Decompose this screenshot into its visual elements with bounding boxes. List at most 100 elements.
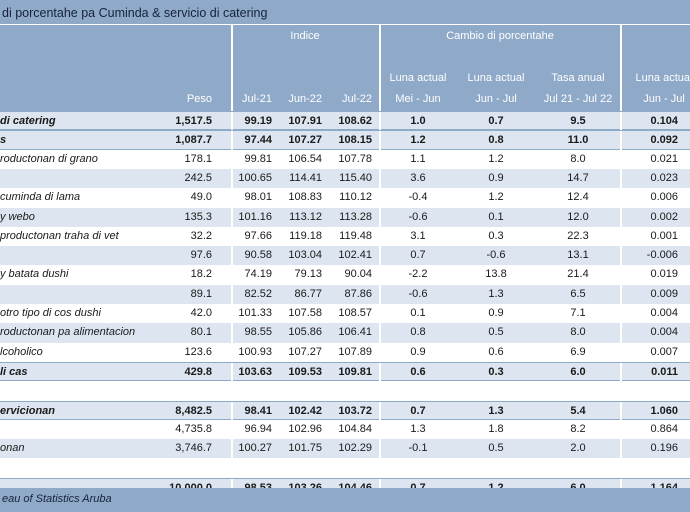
peso-cell: 135.3 (184, 210, 212, 223)
row-label: s (0, 134, 7, 147)
index-cell: 106.41 (338, 326, 372, 339)
column-separator (620, 419, 622, 440)
index-cell: 86.77 (294, 287, 322, 300)
change-cell: 13.1 (567, 249, 589, 262)
column-separator (620, 401, 622, 421)
column-separator (620, 188, 622, 208)
change-cell: 0.004 (650, 307, 678, 319)
index-cell: 119.18 (289, 229, 322, 242)
column-separator (620, 265, 622, 285)
row-label: onan (0, 442, 25, 455)
column-separator (379, 323, 381, 343)
column-separator (379, 381, 381, 401)
index-cell: 106.54 (288, 152, 322, 165)
change-cell: 0.7 (410, 249, 426, 262)
row-label: productonan traha di vet (0, 229, 119, 242)
column-separator (620, 458, 622, 478)
change-cell: 0.9 (410, 345, 426, 358)
change-cell: 0.8 (410, 326, 426, 339)
row-label: li cas (0, 365, 28, 378)
peso-cell: 97.6 (190, 249, 212, 262)
table-row: y webo 135.3 101.16 113.12 113.28 -0.6 0.1 12.0… (0, 207, 690, 227)
change-cell: 13.8 (485, 268, 507, 281)
change-header-top: Luna actual (389, 72, 447, 84)
row-label: y batata dushi (0, 268, 69, 281)
change-cell: 0.004 (650, 326, 678, 339)
change-cell: 1.2 (488, 191, 504, 204)
index-cell: 110.12 (339, 191, 372, 204)
change-cell: 0.7 (410, 404, 426, 417)
change-cell: -0.6 (408, 210, 428, 223)
index-cell: 102.96 (288, 422, 322, 435)
index-cell: 108.62 (338, 115, 372, 127)
column-separator (620, 304, 622, 324)
change-cell: 21.4 (567, 268, 589, 281)
change-cell: 8.0 (570, 326, 586, 339)
change-cell: 22.3 (567, 229, 589, 242)
indice-group-label: Indice (290, 30, 320, 42)
row-label: y webo (0, 210, 35, 223)
column-separator (379, 207, 381, 227)
row-label: di catering (0, 115, 56, 127)
index-cell: 108.57 (338, 307, 372, 319)
change-cell: 0.9 (488, 307, 504, 319)
change-cell: 0.9 (488, 171, 504, 184)
row-label: roductonan pa alimentacion (0, 326, 136, 339)
column-separator (231, 207, 233, 227)
table-row: 4,735.8 96.94 102.96 104.84 1.3 1.8 8.2 0.864 (0, 419, 690, 440)
change-cell: 0.1 (488, 210, 504, 223)
table-row: lcoholico 123.6 100.93 107.27 107.89 0.9 0.6 6.… (0, 342, 690, 362)
index-cell: 103.04 (288, 249, 322, 262)
change-cell: 0.021 (650, 152, 678, 165)
header-vsep (379, 24, 381, 111)
change-cell: 1.3 (488, 287, 504, 300)
column-separator (231, 362, 233, 383)
table-title: di porcentahe pa Cuminda & servicio di c… (2, 6, 268, 20)
column-separator (231, 131, 233, 151)
change-cell: 0.3 (488, 229, 504, 242)
change-cell: 1.3 (410, 422, 426, 435)
column-separator (231, 226, 233, 247)
peso-cell: 1,517.5 (175, 115, 212, 127)
column-separator (379, 246, 381, 266)
table-row: 242.5 100.65 114.41 115.40 3.6 0.9 14.7 0.023 (0, 168, 690, 189)
change-cell: -0.006 (646, 249, 678, 262)
table-row: di catering 1,517.5 99.19 107.91 108.62 1.0 0.… (0, 111, 690, 132)
index-cell: 105.86 (288, 326, 322, 339)
column-separator (231, 342, 233, 362)
header-vsep (231, 24, 233, 111)
peso-cell: 4,735.8 (175, 422, 212, 435)
column-separator (231, 188, 233, 208)
change-cell: 0.3 (488, 365, 504, 378)
column-separator (231, 323, 233, 343)
peso-cell: 18.2 (190, 268, 212, 281)
column-separator (620, 149, 622, 169)
change-cell: 1.8 (488, 422, 504, 435)
index-cell: 90.04 (344, 268, 372, 281)
change-header-bottom: Jun - Jul (643, 93, 685, 105)
column-separator (379, 304, 381, 324)
change-cell: 0.019 (650, 268, 678, 281)
table-header: di porcentahe pa Cuminda & servicio di c… (0, 0, 690, 111)
table-footer: eau of Statistics Aruba (0, 488, 690, 512)
index-cell: 100.65 (238, 171, 272, 184)
index-cell: 107.27 (288, 345, 322, 358)
peso-cell: 429.8 (184, 365, 212, 378)
table-row: ervicionan 8,482.5 98.41 102.42 103.72 0.7 1.3… (0, 400, 690, 421)
period-header: Jun-22 (288, 93, 322, 105)
change-cell: 8.0 (570, 152, 586, 165)
change-cell: 7.1 (570, 307, 586, 319)
table-row: y batata dushi 18.2 74.19 79.13 90.04 -2.2 13.… (0, 265, 690, 285)
column-separator (620, 362, 622, 383)
index-cell: 108.15 (338, 134, 372, 147)
peso-header: Peso (186, 93, 212, 105)
change-cell: 1.2 (410, 134, 426, 147)
column-separator (379, 419, 381, 440)
change-cell: 0.007 (650, 345, 678, 358)
change-cell: 0.8 (488, 134, 504, 147)
peso-cell: 49.0 (190, 191, 212, 204)
index-cell: 90.58 (244, 249, 272, 262)
header-divider (0, 24, 690, 25)
index-cell: 103.72 (338, 404, 372, 417)
